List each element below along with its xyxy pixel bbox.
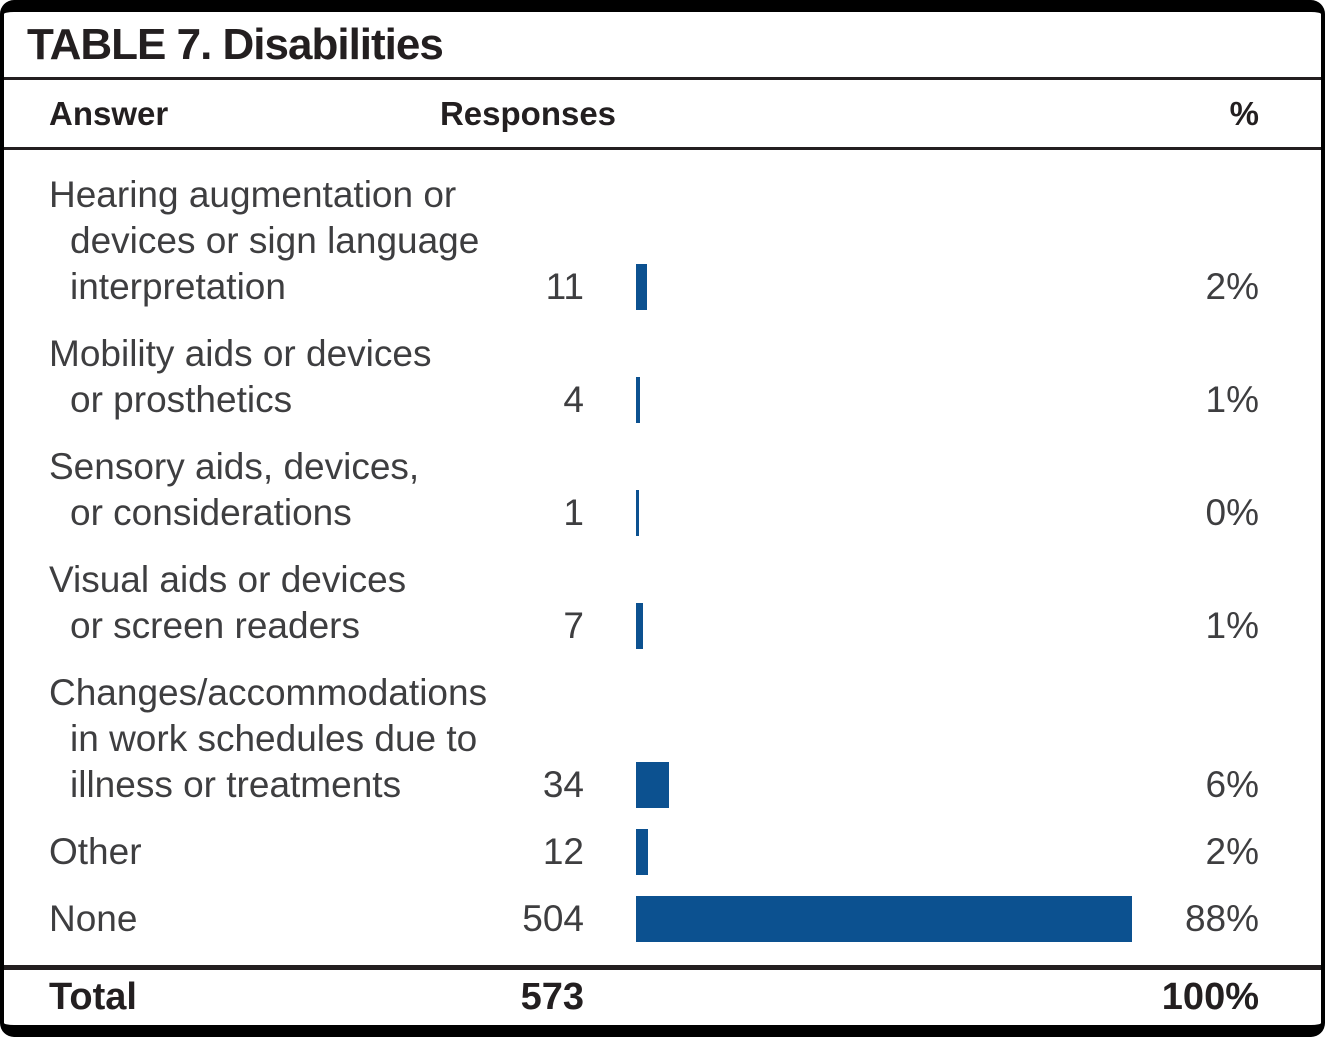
- answer-line: or prosthetics: [70, 379, 293, 420]
- answer-line: devices or sign language: [70, 220, 480, 261]
- table-row: Visual aids or devices or screen readers 7…: [4, 557, 1321, 649]
- answer-cell: Visual aids or devices or screen readers: [49, 557, 509, 649]
- answer-line: or considerations: [70, 492, 352, 533]
- answer-line: Changes/accommodations: [49, 672, 488, 713]
- bar-cell: [636, 829, 1139, 875]
- answer-line: Mobility aids or devices: [49, 333, 432, 374]
- answer-cell: Other: [49, 829, 509, 875]
- column-header-answer: Answer: [49, 94, 169, 132]
- percent-value: 1%: [1205, 379, 1259, 420]
- table-row: Changes/accommodations in work schedules …: [4, 670, 1321, 808]
- bar-cell: [636, 762, 1139, 808]
- answer-line: Visual aids or devices: [49, 559, 407, 600]
- header-divider: [4, 147, 1321, 150]
- table-body: Hearing augmentation or devices or sign l…: [4, 150, 1321, 965]
- answer-cell: Changes/accommodations in work schedules …: [49, 670, 509, 808]
- bar-cell: [636, 603, 1139, 649]
- total-label: Total: [49, 976, 137, 1018]
- title-divider: [4, 77, 1321, 80]
- percent-value: 6%: [1205, 764, 1259, 805]
- responses-value: 12: [542, 831, 584, 872]
- bar-cell: [636, 264, 1139, 310]
- answer-line: Other: [49, 831, 142, 872]
- bar-cell: [636, 490, 1139, 536]
- percent-value: 88%: [1184, 898, 1259, 939]
- answer-cell: Hearing augmentation or devices or sign l…: [49, 172, 509, 310]
- table-header-row: Answer Responses %: [4, 80, 1321, 147]
- responses-value: 34: [542, 764, 584, 805]
- response-bar: [636, 490, 639, 536]
- table-title: TABLE 7. Disabilities: [27, 19, 444, 69]
- response-bar: [636, 762, 669, 808]
- answer-line: interpretation: [70, 266, 286, 307]
- table-title-bar: TABLE 7. Disabilities: [4, 12, 1321, 77]
- percent-value: 0%: [1205, 492, 1259, 533]
- response-bar: [636, 896, 1132, 942]
- responses-value: 7: [563, 605, 584, 646]
- answer-line: illness or treatments: [70, 764, 402, 805]
- answer-line: Hearing augmentation or: [49, 174, 457, 215]
- total-responses-value: 573: [520, 976, 584, 1018]
- total-percent-value: 100%: [1161, 976, 1259, 1018]
- table-row: None 504 88%: [4, 896, 1321, 942]
- bar-cell: [636, 377, 1139, 423]
- total-divider: [4, 965, 1321, 970]
- table-row: Sensory aids, devices, or considerations 1…: [4, 444, 1321, 536]
- percent-value: 2%: [1205, 266, 1259, 307]
- total-row: Total 573 100%: [4, 970, 1321, 1025]
- responses-value: 504: [522, 898, 584, 939]
- answer-line: in work schedules due to: [70, 718, 478, 759]
- table-row: Other 12 2%: [4, 829, 1321, 875]
- response-bar: [636, 264, 647, 310]
- answer-cell: Mobility aids or devices or prosthetics: [49, 331, 509, 423]
- responses-value: 1: [563, 492, 584, 533]
- responses-value: 11: [545, 266, 584, 307]
- table-row: Mobility aids or devices or prosthetics 4 1…: [4, 331, 1321, 423]
- percent-value: 2%: [1205, 831, 1259, 872]
- response-bar: [636, 377, 640, 423]
- answer-line: None: [49, 898, 138, 939]
- percent-value: 1%: [1205, 605, 1259, 646]
- bar-cell: [636, 896, 1139, 942]
- responses-value: 4: [563, 379, 584, 420]
- answer-cell: None: [49, 896, 509, 942]
- table-row: Hearing augmentation or devices or sign l…: [4, 172, 1321, 310]
- answer-line: Sensory aids, devices,: [49, 446, 420, 487]
- response-bar: [636, 829, 648, 875]
- column-header-percent: %: [1229, 94, 1259, 132]
- response-bar: [636, 603, 643, 649]
- answer-line: or screen readers: [70, 605, 360, 646]
- column-header-responses: Responses: [439, 94, 617, 132]
- answer-cell: Sensory aids, devices, or considerations: [49, 444, 509, 536]
